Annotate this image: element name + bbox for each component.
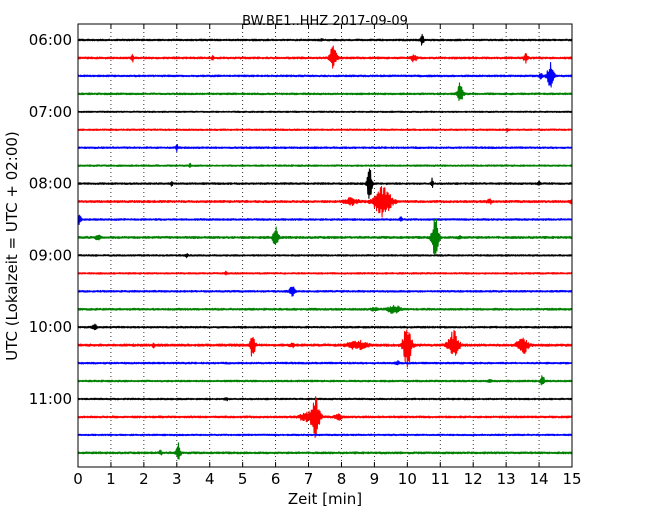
trace-1115 (77, 396, 573, 438)
trace-0915 (77, 270, 573, 276)
x-tick-label-9: 9 (370, 470, 380, 488)
y-tick-label-1100: 11:00 (29, 390, 72, 408)
x-tick-label-12: 12 (464, 470, 483, 488)
y-tick-label-0600: 06:00 (29, 31, 72, 49)
trace-0600 (77, 33, 573, 46)
x-tick-label-6: 6 (271, 470, 281, 488)
x-tick-label-0: 0 (73, 470, 83, 488)
x-tick-label-7: 7 (304, 470, 314, 488)
x-tick-label-15: 15 (562, 470, 581, 488)
x-tick-label-5: 5 (238, 470, 248, 488)
x-tick-label-11: 11 (431, 470, 450, 488)
trace-1145 (77, 442, 573, 460)
trace-1015 (77, 329, 573, 368)
x-axis-label: Zeit [min] (288, 490, 362, 508)
trace-0700 (77, 110, 573, 114)
x-tick-label-1: 1 (106, 470, 116, 488)
trace-layer (77, 33, 573, 460)
y-tick-label-0800: 08:00 (29, 175, 72, 193)
y-tick-label-0700: 07:00 (29, 103, 72, 121)
x-tick-label-3: 3 (172, 470, 182, 488)
x-tick-label-14: 14 (530, 470, 549, 488)
trace-0900 (77, 252, 573, 259)
trace-0615 (77, 45, 573, 69)
y-tick-label-0900: 09:00 (29, 246, 72, 264)
x-tick-label-2: 2 (139, 470, 149, 488)
trace-0730 (77, 143, 573, 152)
x-tick-label-4: 4 (205, 470, 215, 488)
y-axis-label: UTC (Lokalzeit = UTC + 02:00) (3, 131, 21, 361)
trace-0715 (77, 128, 573, 133)
trace-0645 (77, 82, 573, 102)
trace-0745 (77, 163, 573, 169)
trace-1000 (77, 323, 573, 331)
trace-0815 (77, 185, 573, 218)
trace-1130 (77, 433, 573, 437)
x-tick-label-8: 8 (337, 470, 347, 488)
trace-0930 (77, 286, 573, 297)
trace-0630 (77, 62, 573, 88)
trace-0945 (77, 304, 573, 314)
trace-0845 (77, 218, 573, 257)
trace-0830 (77, 214, 573, 225)
trace-1030 (77, 359, 573, 366)
x-tick-label-10: 10 (398, 470, 417, 488)
x-tick-label-13: 13 (497, 470, 516, 488)
y-tick-label-1000: 10:00 (29, 318, 72, 336)
grid-lines (110, 24, 540, 467)
chart-title: BW.BE1..HHZ 2017-09-09 (242, 14, 408, 29)
trace-1100 (77, 397, 573, 402)
trace-0800 (77, 168, 573, 199)
trace-1045 (77, 375, 573, 386)
plot-frame (77, 23, 573, 468)
x-axis: 0 1 2 3 4 5 6 7 8 9 10 11 12 13 14 15 (73, 24, 582, 488)
y-axis: 06:00 07:00 08:00 09:00 10:00 11:00 (29, 31, 83, 408)
